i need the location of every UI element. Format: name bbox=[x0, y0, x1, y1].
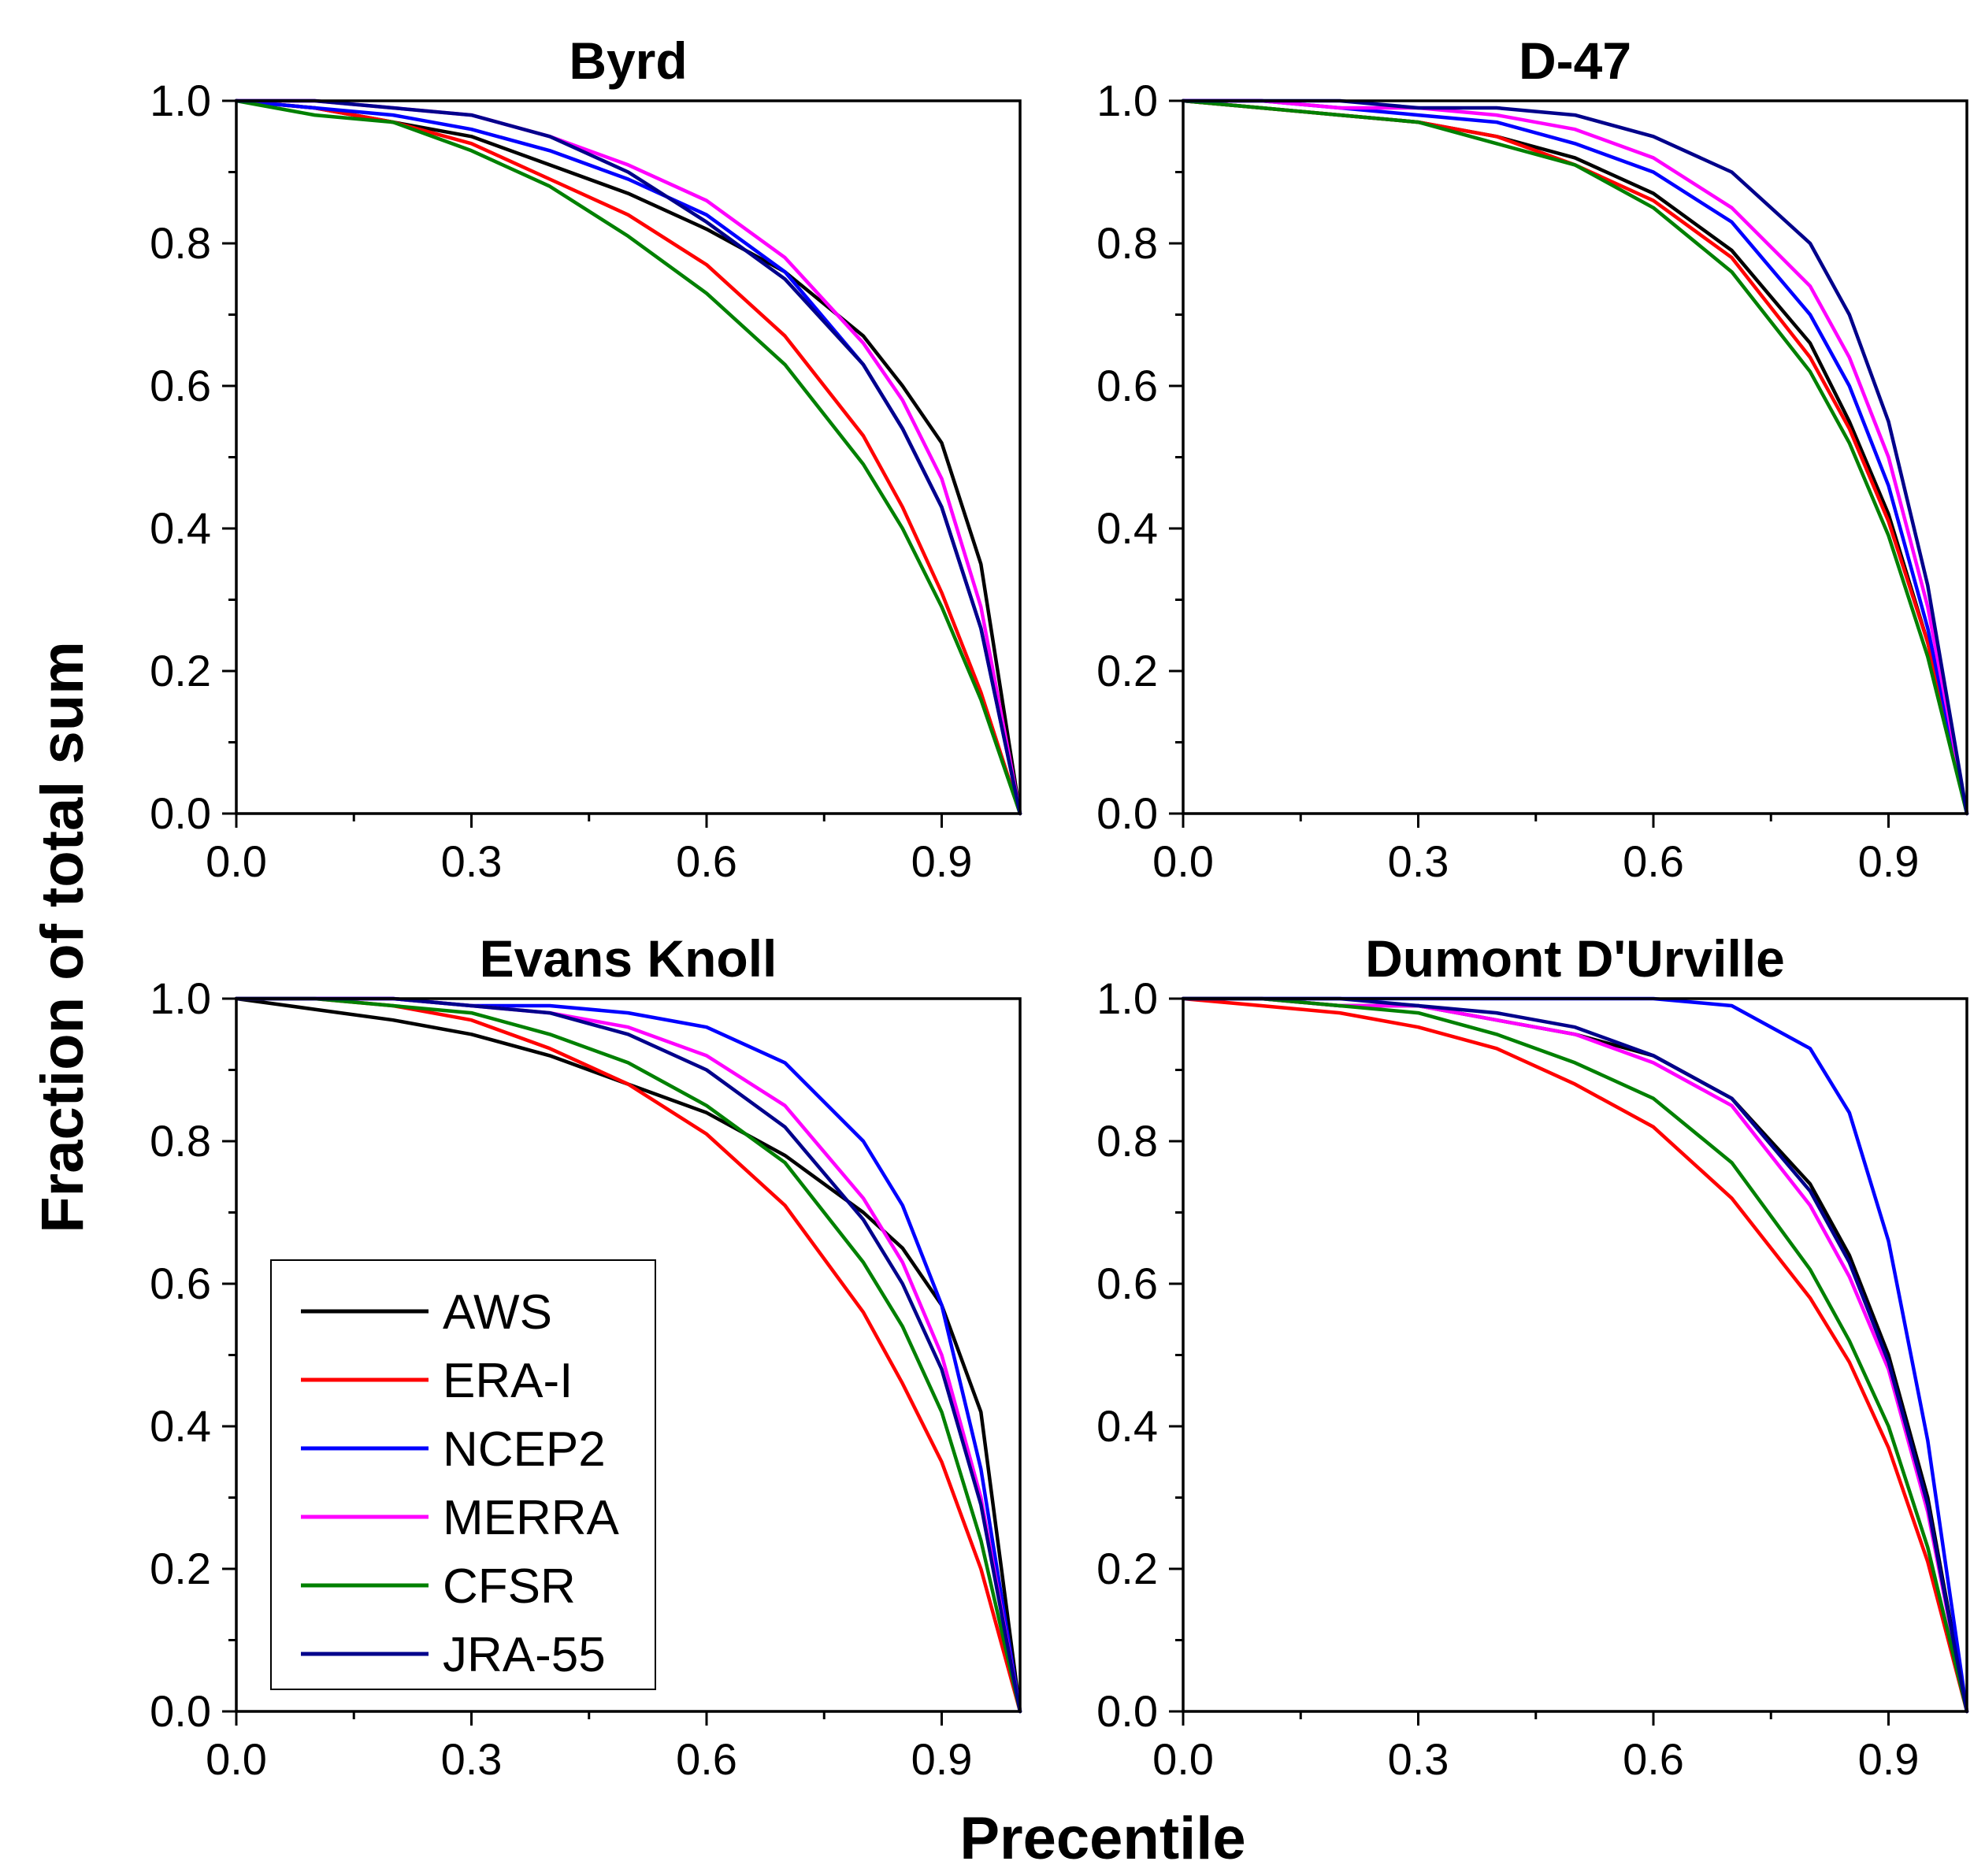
y-tick-label: 0.6 bbox=[150, 1259, 211, 1308]
series-line-cfsr bbox=[234, 98, 1022, 816]
x-tick-label: 0.6 bbox=[676, 1734, 737, 1784]
y-tick-label: 0.6 bbox=[1096, 1259, 1158, 1308]
y-tick-label: 0.6 bbox=[150, 361, 211, 410]
legend-item-cfsr: CFSR bbox=[301, 1559, 576, 1614]
y-tick-label: 0.2 bbox=[1096, 1544, 1158, 1593]
panel-dumont-d-urville: Dumont D'Urville 0.0 0.2 0.4 0.6 0.8 1.0 0.0 0.3… bbox=[1096, 929, 1969, 1784]
y-tick-label: 0.0 bbox=[150, 1686, 211, 1736]
series-line-era-i bbox=[1181, 996, 1969, 1714]
x-tick-label: 0.0 bbox=[1152, 1734, 1214, 1784]
panel-evans-knoll: Evans Knoll 0.0 0.2 0.4 0.6 0.8 1.0 0.0 0.3 0.6 0.… bbox=[150, 929, 1022, 1784]
series-line-merra bbox=[1181, 98, 1969, 816]
x-tick-label: 0.3 bbox=[1388, 1734, 1449, 1784]
legend-label: AWS bbox=[443, 1285, 552, 1340]
x-tick-label: 0.9 bbox=[911, 836, 973, 886]
y-tick-label: 0.8 bbox=[150, 1116, 211, 1166]
y-tick-label: 0.0 bbox=[1096, 1686, 1158, 1736]
legend-item-era-i: ERA-I bbox=[301, 1354, 573, 1408]
panel-byrd: Byrd 0.0 0.2 0.4 0.6 0.8 1.0 0.0 0.3 0.6 0.9 bbox=[150, 32, 1022, 886]
x-tick-label: 0.6 bbox=[1623, 836, 1684, 886]
series-group bbox=[1181, 98, 1969, 816]
x-tick-label: 0.0 bbox=[206, 1734, 267, 1784]
y-tick-label: 0.0 bbox=[1096, 788, 1158, 838]
y-axis-title: Fraction of total sum bbox=[29, 641, 96, 1233]
series-line-cfsr bbox=[1181, 996, 1969, 1714]
y-tick-label: 0.8 bbox=[1096, 1116, 1158, 1166]
y-tick-label: 0.2 bbox=[150, 646, 211, 695]
y-tick-label: 0.6 bbox=[1096, 361, 1158, 410]
y-tick-label: 0.8 bbox=[150, 218, 211, 268]
series-line-cfsr bbox=[1181, 98, 1969, 816]
x-tick-label: 0.6 bbox=[676, 836, 737, 886]
x-tick-label: 0.9 bbox=[1858, 1734, 1920, 1784]
legend-label: ERA-I bbox=[443, 1354, 573, 1408]
y-tick-label: 0.2 bbox=[1096, 646, 1158, 695]
x-axis-title: Precentile bbox=[959, 1805, 1245, 1872]
x-tick-label: 0.3 bbox=[441, 836, 503, 886]
panel-title: Byrd bbox=[569, 32, 687, 90]
x-tick-label: 0.3 bbox=[1388, 836, 1449, 886]
y-tick-label: 0.4 bbox=[1096, 503, 1158, 553]
y-tick-label: 0.4 bbox=[150, 1401, 211, 1451]
panel-title: Evans Knoll bbox=[480, 929, 777, 988]
legend-label: CFSR bbox=[443, 1559, 576, 1614]
panel-title: Dumont D'Urville bbox=[1365, 929, 1785, 988]
x-tick-label: 0.9 bbox=[911, 1734, 973, 1784]
y-tick-label: 1.0 bbox=[150, 76, 211, 125]
y-tick-label: 1.0 bbox=[150, 973, 211, 1023]
y-tick-label: 1.0 bbox=[1096, 76, 1158, 125]
x-tick-label: 0.0 bbox=[206, 836, 267, 886]
x-tick-label: 0.9 bbox=[1858, 836, 1920, 886]
y-tick-label: 0.4 bbox=[1096, 1401, 1158, 1451]
panel-title: D-47 bbox=[1519, 32, 1631, 90]
x-tick-label: 0.6 bbox=[1623, 1734, 1684, 1784]
legend-label: JRA-55 bbox=[443, 1628, 606, 1682]
y-tick-label: 0.4 bbox=[150, 503, 211, 553]
legend: AWS ERA-I NCEP2 MERRA CFSR JRA-55 bbox=[270, 1259, 656, 1690]
x-tick-label: 0.3 bbox=[441, 1734, 503, 1784]
y-tick-label: 0.0 bbox=[150, 788, 211, 838]
y-tick-label: 0.2 bbox=[150, 1544, 211, 1593]
x-tick-label: 0.0 bbox=[1152, 836, 1214, 886]
y-tick-label: 1.0 bbox=[1096, 973, 1158, 1023]
legend-label: NCEP2 bbox=[443, 1422, 606, 1477]
legend-item-merra: MERRA bbox=[301, 1491, 620, 1545]
y-tick-label: 0.8 bbox=[1096, 218, 1158, 268]
legend-box bbox=[270, 1259, 656, 1690]
panel-d-47: D-47 0.0 0.2 0.4 0.6 0.8 1.0 0.0 0.3 0.6 0.9 bbox=[1096, 32, 1969, 886]
panels: Byrd 0.0 0.2 0.4 0.6 0.8 1.0 0.0 0.3 0.6 0.9 D-47 0.… bbox=[150, 32, 1969, 1784]
series-line-cfsr bbox=[234, 996, 1022, 1714]
legend-item-jra-55: JRA-55 bbox=[301, 1628, 606, 1682]
legend-item-aws: AWS bbox=[301, 1285, 552, 1340]
legend-label: MERRA bbox=[443, 1491, 620, 1545]
legend-item-ncep2: NCEP2 bbox=[301, 1422, 606, 1477]
series-line-jra-55 bbox=[234, 98, 1022, 816]
series-group bbox=[234, 98, 1022, 816]
